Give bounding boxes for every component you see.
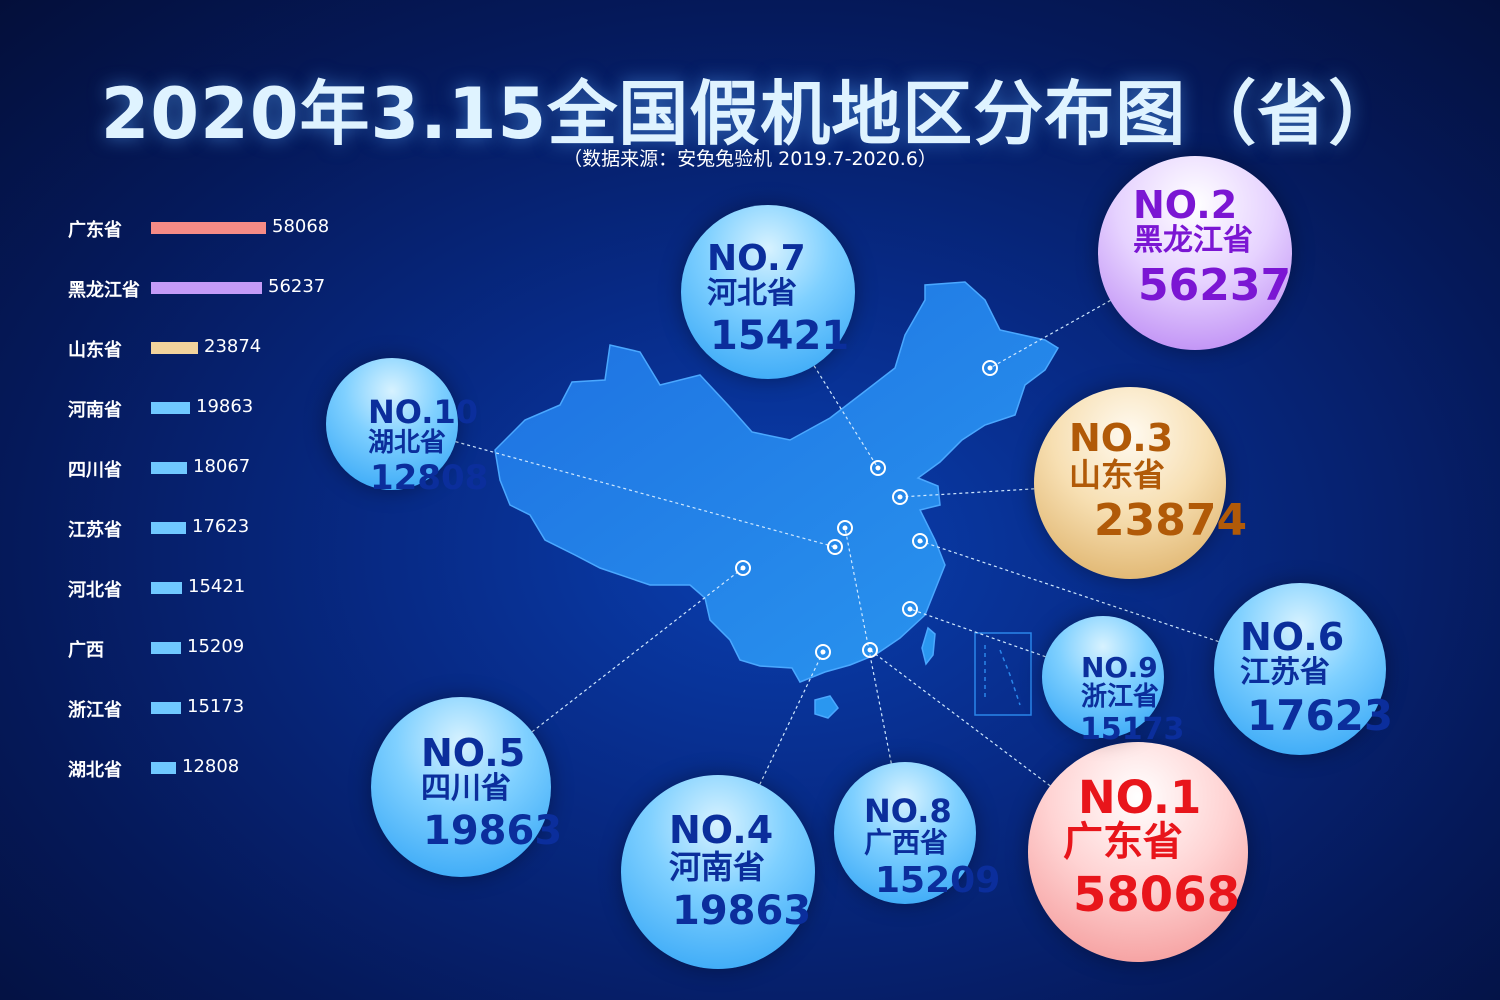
bar (151, 702, 181, 714)
south-china-sea-inset (974, 632, 1032, 716)
bar (151, 342, 198, 354)
rank-bubble: NO.3 山东省 23874 (1034, 387, 1247, 579)
location-pin-icon (815, 644, 831, 660)
bar-value-label: 56237 (268, 276, 326, 297)
bar-value-label: 23874 (204, 336, 262, 357)
bar-category-label: 山东省 (68, 340, 122, 361)
location-pin-icon (902, 601, 918, 617)
leader-line (531, 567, 744, 733)
rank-bubble: NO.2 黑龙江省 56237 (1098, 156, 1292, 350)
leader-line (919, 540, 1219, 643)
rank-number: NO.8 (864, 792, 952, 830)
rank-number: NO.5 (421, 731, 526, 775)
bar (151, 462, 187, 474)
rank-number: NO.10 (368, 393, 478, 431)
page-title: 2020年3.15全国假机地区分布图（省） (100, 73, 1400, 155)
bar-value-label: 15173 (187, 696, 245, 717)
rank-province: 湖北省 (368, 428, 447, 458)
rank-number: NO.6 (1240, 615, 1345, 659)
rank-bubble: NO.10 湖北省 12808 (326, 358, 488, 495)
rank-province: 黑龙江省 (1133, 223, 1253, 258)
rank-value: 19863 (423, 808, 563, 854)
location-pin-icon (862, 642, 878, 658)
rank-province: 浙江省 (1081, 682, 1160, 712)
rank-number: NO.7 (707, 238, 806, 279)
rank-bubble: NO.9 浙江省 15173 (1042, 616, 1184, 745)
bar-category-label: 四川省 (68, 460, 122, 481)
bar (151, 762, 176, 774)
rank-value: 19863 (672, 888, 812, 934)
rank-bubble: NO.8 广西省 15209 (834, 762, 1000, 904)
china-mainland-shape (494, 281, 1060, 683)
rank-number: NO.3 (1069, 416, 1174, 460)
rank-bubble: NO.6 江苏省 17623 (1214, 583, 1393, 755)
bar-category-label: 湖北省 (68, 760, 122, 781)
rank-number: NO.9 (1081, 651, 1158, 684)
bar-value-label: 58068 (272, 216, 330, 237)
rank-bubble: NO.1 广东省 58068 (1028, 742, 1248, 962)
rank-bubble: NO.7 河北省 15421 (681, 205, 855, 379)
leader-lines (455, 299, 1219, 787)
rank-bubble: NO.5 四川省 19863 (371, 697, 562, 877)
bar (151, 222, 266, 234)
rank-value: 56237 (1138, 260, 1292, 311)
bar-category-label: 河南省 (68, 400, 122, 421)
bar-value-label: 17623 (192, 516, 250, 537)
location-pin-icon (892, 489, 908, 505)
bar-value-label: 15421 (188, 576, 246, 597)
location-pin-icon (735, 560, 751, 576)
bar-value-label: 15209 (187, 636, 245, 657)
bar-value-label: 12808 (182, 756, 240, 777)
leader-line (844, 527, 892, 764)
location-markers (735, 360, 998, 660)
bar-value-label: 19863 (196, 396, 254, 417)
bar (151, 522, 186, 534)
bar (151, 582, 182, 594)
rank-province: 江苏省 (1240, 655, 1330, 690)
leader-line (869, 649, 1051, 787)
rank-value: 12808 (370, 458, 489, 498)
rank-value: 17623 (1247, 691, 1394, 740)
data-source-subtitle: （数据来源：安兔兔验机 2019.7-2020.6） (563, 148, 937, 170)
bar (151, 282, 262, 294)
leader-line (989, 299, 1111, 369)
location-pin-icon (982, 360, 998, 376)
bar-category-label: 浙江省 (68, 700, 122, 721)
rank-number: NO.4 (669, 808, 774, 852)
rank-province: 山东省 (1069, 456, 1166, 494)
rank-value: 15421 (710, 313, 850, 359)
location-pin-icon (837, 520, 853, 536)
rank-number: NO.2 (1133, 183, 1238, 227)
bar (151, 402, 190, 414)
bar-category-label: 黑龙江省 (68, 280, 140, 301)
rank-province: 河北省 (707, 276, 797, 311)
rank-province: 广西省 (864, 826, 949, 859)
location-pin-icon (870, 460, 886, 476)
rank-number: NO.1 (1078, 771, 1202, 824)
bar (151, 642, 181, 654)
rank-province: 河南省 (669, 848, 766, 886)
bar-value-label: 18067 (193, 456, 251, 477)
rank-province: 四川省 (421, 771, 511, 806)
location-pin-icon (912, 533, 928, 549)
rank-bubble: NO.4 河南省 19863 (621, 775, 815, 969)
bar-category-label: 广东省 (68, 220, 122, 241)
rank-value: 15173 (1080, 712, 1185, 747)
rank-value: 58068 (1073, 867, 1240, 923)
nine-dash-line (984, 645, 1021, 706)
bar-category-label: 广西 (68, 640, 104, 661)
rank-value: 15209 (875, 860, 1001, 901)
leader-line (899, 488, 1035, 498)
leader-line (813, 365, 879, 469)
location-pin-icon (827, 539, 843, 555)
hainan-island-shape (814, 695, 839, 719)
leader-line (759, 651, 824, 785)
rank-value: 23874 (1094, 495, 1248, 546)
bar-category-label: 江苏省 (68, 520, 122, 541)
taiwan-island-shape (921, 626, 936, 666)
bar-category-label: 河北省 (68, 580, 122, 601)
rank-province: 广东省 (1063, 819, 1183, 865)
